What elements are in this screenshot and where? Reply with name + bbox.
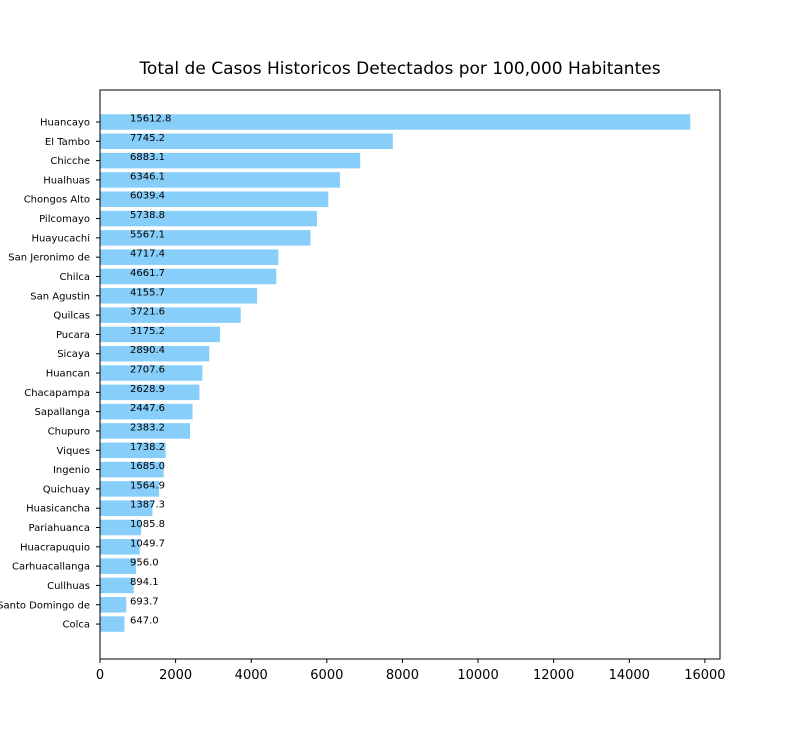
value-label: 1387.3 — [130, 500, 165, 511]
y-tick-label: Chicche — [50, 156, 90, 167]
y-tick-label: Chongos Alto — [24, 195, 90, 206]
y-tick-label: San Jeronimo de — [8, 253, 90, 264]
value-label: 1738.2 — [130, 442, 165, 453]
bar — [100, 249, 279, 265]
y-tick-label: Chilca — [59, 272, 90, 283]
bar — [100, 133, 393, 150]
value-label: 956.0 — [130, 558, 159, 569]
y-tick-label: San Agustin — [30, 291, 90, 302]
y-tick-label: Chacapampa — [24, 388, 90, 399]
bar — [100, 539, 140, 555]
bar — [100, 481, 160, 497]
y-tick-label: Viques — [57, 446, 90, 457]
bar — [100, 152, 361, 169]
bar — [100, 461, 164, 478]
y-tick-label: Santo Domingo de — [0, 600, 90, 611]
value-label: 2890.4 — [130, 345, 165, 356]
bar — [100, 616, 125, 632]
bar — [100, 597, 127, 613]
y-tick-label: Sicaya — [57, 349, 90, 360]
value-label: 1564.9 — [130, 480, 165, 491]
value-label: 15612.8 — [130, 114, 171, 125]
value-label: 647.0 — [130, 616, 159, 627]
bar — [100, 114, 691, 130]
y-tick-label: Quichuay — [43, 484, 90, 495]
y-tick-label: Huancayo — [40, 118, 90, 129]
y-tick-label: Huacrapuquio — [20, 542, 90, 553]
x-tick-label: 16000 — [684, 668, 725, 683]
chart-title: Total de Casos Historicos Detectados por… — [138, 59, 660, 79]
value-label: 2383.2 — [130, 422, 165, 433]
bar — [100, 442, 166, 459]
bar — [100, 403, 193, 420]
x-tick-label: 10000 — [457, 668, 498, 683]
value-label: 7745.2 — [130, 133, 165, 144]
bar — [100, 423, 191, 439]
value-labels-layer: 15612.8 7745.2 6883.1 6346.1 6039.4 5738.8 556… — [130, 114, 171, 627]
value-label: 894.1 — [130, 577, 159, 588]
x-tick-label: 6000 — [310, 668, 343, 683]
value-label: 3721.6 — [130, 307, 165, 318]
value-label: 5567.1 — [130, 229, 165, 240]
value-label: 4155.7 — [130, 287, 165, 298]
x-tick-label: 2000 — [159, 668, 192, 683]
bar — [100, 172, 340, 188]
y-tick-label: Pucara — [56, 330, 90, 341]
bar — [100, 577, 134, 594]
value-label: 1049.7 — [130, 538, 165, 549]
value-label: 6883.1 — [130, 152, 165, 163]
y-axis: Huancayo El Tambo Chicche Hualhuas Chongos A… — [0, 118, 100, 631]
value-label: 693.7 — [130, 596, 159, 607]
bar — [100, 288, 258, 304]
bar — [100, 307, 241, 323]
bar — [100, 500, 153, 516]
bar — [100, 268, 277, 285]
y-tick-label: Huancan — [46, 369, 90, 380]
value-label: 5738.8 — [130, 210, 165, 221]
value-label: 2628.9 — [130, 384, 165, 395]
bar — [100, 365, 203, 381]
value-label: 3175.2 — [130, 326, 165, 337]
bar — [100, 519, 142, 536]
y-tick-label: Ingenio — [53, 465, 90, 476]
value-label: 4717.4 — [130, 249, 165, 260]
plot-frame — [99, 89, 721, 660]
y-tick-label: Huayucachi — [32, 233, 90, 244]
value-label: 2447.6 — [130, 403, 165, 414]
x-tick-label: 14000 — [609, 668, 650, 683]
x-tick-label: 8000 — [386, 668, 419, 683]
x-tick-label: 0 — [96, 668, 104, 683]
y-tick-label: Huasicancha — [26, 504, 90, 515]
y-tick-label: Pilcomayo — [39, 214, 90, 225]
y-tick-label: Quilcas — [53, 311, 90, 322]
value-label: 6346.1 — [130, 171, 165, 182]
y-tick-label: Sapallanga — [35, 407, 90, 418]
bar — [100, 326, 221, 343]
bar — [100, 210, 317, 227]
bar — [100, 345, 210, 362]
bar — [100, 558, 137, 574]
x-axis: 0 2000 4000 6000 8000 10000 12000 14000 16000 — [96, 659, 726, 683]
bar — [100, 191, 329, 207]
value-label: 6039.4 — [130, 191, 165, 202]
x-tick-label: 12000 — [533, 668, 574, 683]
y-tick-label: Chupuro — [48, 426, 90, 437]
value-label: 4661.7 — [130, 268, 165, 279]
bars-layer — [100, 114, 691, 632]
y-tick-label: Pariahuanca — [29, 523, 91, 534]
bar — [100, 384, 200, 401]
bar — [100, 230, 311, 246]
y-tick-label: Cullhuas — [47, 581, 90, 592]
y-tick-label: Colca — [62, 620, 90, 631]
x-tick-label: 4000 — [235, 668, 268, 683]
value-label: 1685.0 — [130, 461, 165, 472]
value-label: 1085.8 — [130, 519, 165, 530]
value-label: 2707.6 — [130, 365, 165, 376]
y-tick-label: El Tambo — [45, 137, 90, 148]
y-tick-label: Carhuacallanga — [12, 562, 90, 573]
y-tick-label: Hualhuas — [43, 175, 90, 186]
